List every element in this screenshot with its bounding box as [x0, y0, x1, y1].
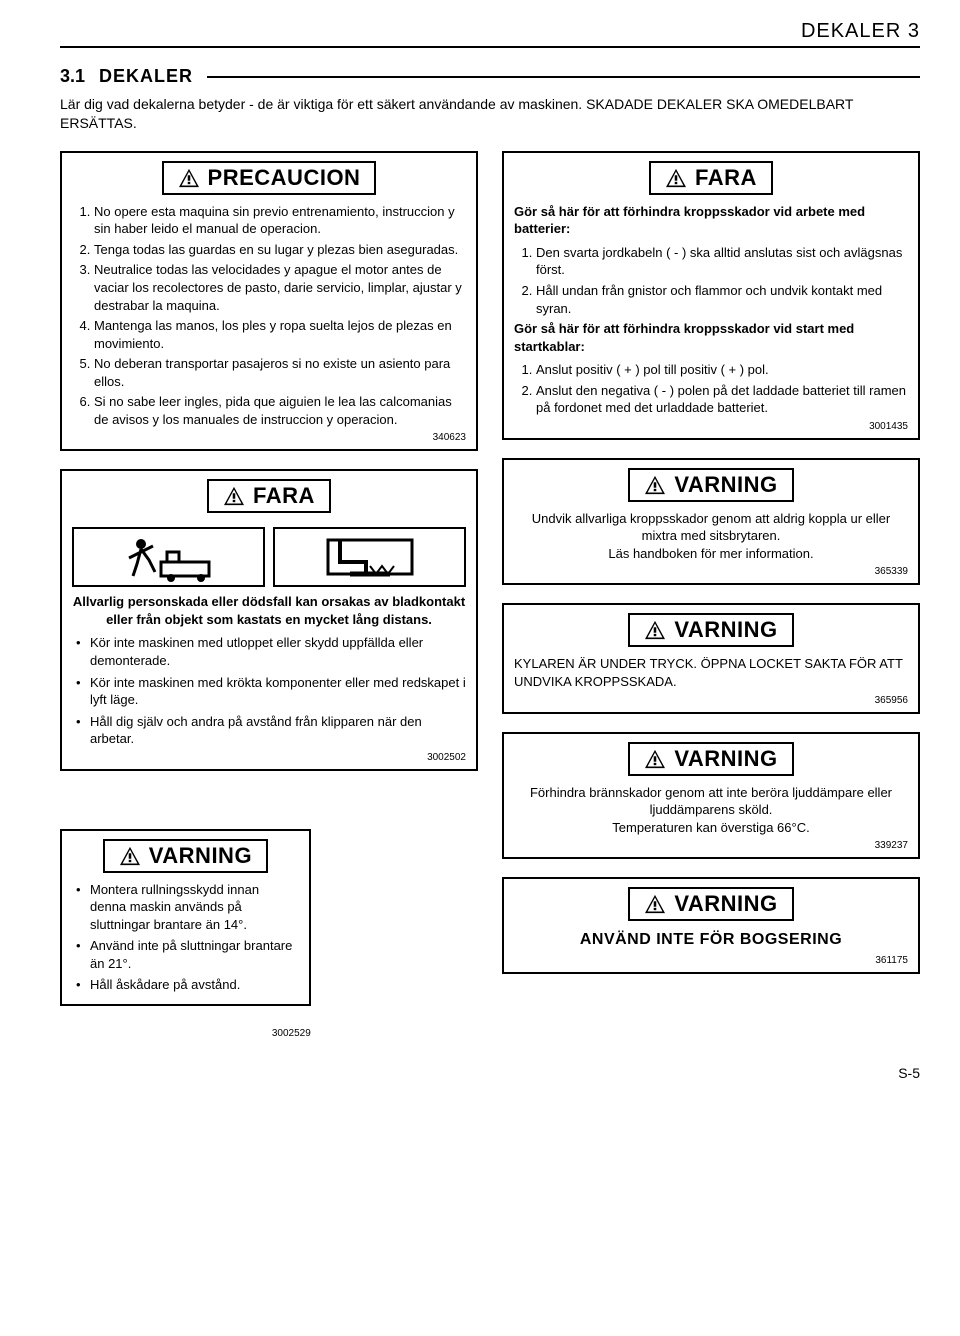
part-number: 365956: [514, 695, 908, 706]
fara-batt-item: Anslut positiv ( + ) pol till positiv ( …: [536, 361, 908, 379]
precaucion-item: No opere esta maquina sin previo entrena…: [94, 203, 466, 238]
precaucion-item: Mantenga las manos, los ples y ropa suel…: [94, 317, 466, 352]
varning-muffler-text2: Temperaturen kan överstiga 66°C.: [514, 819, 908, 837]
varning-tow-text: ANVÄND INTE FÖR BOGSERING: [514, 929, 908, 951]
varning-seat-text2: Läs handboken för mer information.: [514, 545, 908, 563]
warning-triangle-icon: [178, 168, 200, 188]
varning-seat-text1: Undvik allvarliga kroppsskador genom att…: [514, 510, 908, 545]
pictogram-row: [72, 527, 466, 587]
label-varning-slope: VARNING Montera rullningsskydd innan den…: [60, 829, 311, 1006]
fara-batt-item: Håll undan från gnistor och flammor och …: [536, 282, 908, 317]
varning-header: VARNING: [103, 839, 268, 873]
precaucion-word: PRECAUCION: [208, 165, 361, 191]
varning-header: VARNING: [628, 887, 793, 921]
label-fara-batteries: FARA Gör så här för att förhindra kropps…: [502, 151, 920, 440]
label-varning-tow: VARNING ANVÄND INTE FÖR BOGSERING 361175: [502, 877, 920, 974]
section-number: 3.1: [60, 66, 85, 87]
varning-word: VARNING: [674, 472, 777, 498]
fara-word: FARA: [253, 483, 315, 509]
precaucion-item: No deberan transportar pasajeros si no e…: [94, 355, 466, 390]
varning-header: VARNING: [628, 742, 793, 776]
label-fara-blade: FARA: [60, 469, 478, 770]
section-name: DEKALER: [99, 66, 193, 87]
varning-word: VARNING: [149, 843, 252, 869]
fara-word: FARA: [695, 165, 757, 191]
part-number: 339237: [514, 840, 908, 851]
warning-triangle-icon: [644, 894, 666, 914]
varning-slope-item: Montera rullningsskydd innan denna maski…: [90, 881, 299, 934]
varning-header: VARNING: [628, 468, 793, 502]
varning-muffler-text1: Förhindra brännskador genom att inte ber…: [514, 784, 908, 819]
fara-blade-item: Kör inte maskinen med krökta komponenter…: [90, 674, 466, 709]
label-varning-radiator: VARNING KYLAREN ÄR UNDER TRYCK. ÖPPNA LO…: [502, 603, 920, 713]
fara-blade-item: Håll dig själv och andra på avstånd från…: [90, 713, 466, 748]
section-intro: Lär dig vad dekalerna betyder - de är vi…: [60, 95, 920, 133]
fara-batt-lead1: Gör så här för att förhindra kroppsskado…: [514, 203, 908, 238]
fara-batt-item: Anslut den negativa ( - ) polen på det l…: [536, 382, 908, 417]
fara-batt-lead2: Gör så här för att förhindra kroppsskado…: [514, 320, 908, 355]
page-header: DEKALER 3: [60, 20, 920, 48]
left-column: PRECAUCION No opere esta maquina sin pre…: [60, 151, 478, 1039]
section-rule: [207, 76, 920, 78]
warning-triangle-icon: [644, 749, 666, 769]
fara-header: FARA: [649, 161, 773, 195]
varning-word: VARNING: [674, 891, 777, 917]
label-varning-seat: VARNING Undvik allvarliga kroppsskador g…: [502, 458, 920, 586]
pictogram-foot-blade: [273, 527, 466, 587]
part-number: 340623: [72, 432, 466, 443]
part-number: 3001435: [514, 421, 908, 432]
section-title: 3.1 DEKALER: [60, 66, 920, 87]
part-number: 365339: [514, 566, 908, 577]
fara-batt-item: Den svarta jordkabeln ( - ) ska alltid a…: [536, 244, 908, 279]
varning-slope-item: Håll åskådare på avstånd.: [90, 976, 299, 994]
varning-radiator-text: KYLAREN ÄR UNDER TRYCK. ÖPPNA LOCKET SAK…: [514, 655, 908, 690]
label-precaucion: PRECAUCION No opere esta maquina sin pre…: [60, 151, 478, 452]
label-varning-muffler: VARNING Förhindra brännskador genom att …: [502, 732, 920, 860]
fara-blade-lead: Allvarlig personskada eller dödsfall kan…: [72, 593, 466, 628]
pictogram-operator-thrown: [72, 527, 265, 587]
varning-header: VARNING: [628, 613, 793, 647]
varning-slope-item: Använd inte på sluttningar brantare än 2…: [90, 937, 299, 972]
warning-triangle-icon: [223, 486, 245, 506]
precaucion-item: Si no sabe leer ingles, pida que aiguien…: [94, 393, 466, 428]
part-number: 361175: [514, 955, 908, 966]
warning-triangle-icon: [644, 620, 666, 640]
precaucion-item: Neutralice todas las velocidades y apagu…: [94, 261, 466, 314]
precaucion-item: Tenga todas las guardas en su lugar y pl…: [94, 241, 466, 259]
precaucion-header: PRECAUCION: [162, 161, 377, 195]
fara-blade-item: Kör inte maskinen med utloppet eller sky…: [90, 634, 466, 669]
warning-triangle-icon: [665, 168, 687, 188]
varning-word: VARNING: [674, 617, 777, 643]
part-number: 3002529: [60, 1028, 311, 1039]
warning-triangle-icon: [644, 475, 666, 495]
varning-word: VARNING: [674, 746, 777, 772]
part-number: 3002502: [72, 752, 466, 763]
page-footer: S-5: [60, 1065, 920, 1081]
warning-triangle-icon: [119, 846, 141, 866]
fara-header: FARA: [207, 479, 331, 513]
right-column: FARA Gör så här för att förhindra kropps…: [502, 151, 920, 1039]
